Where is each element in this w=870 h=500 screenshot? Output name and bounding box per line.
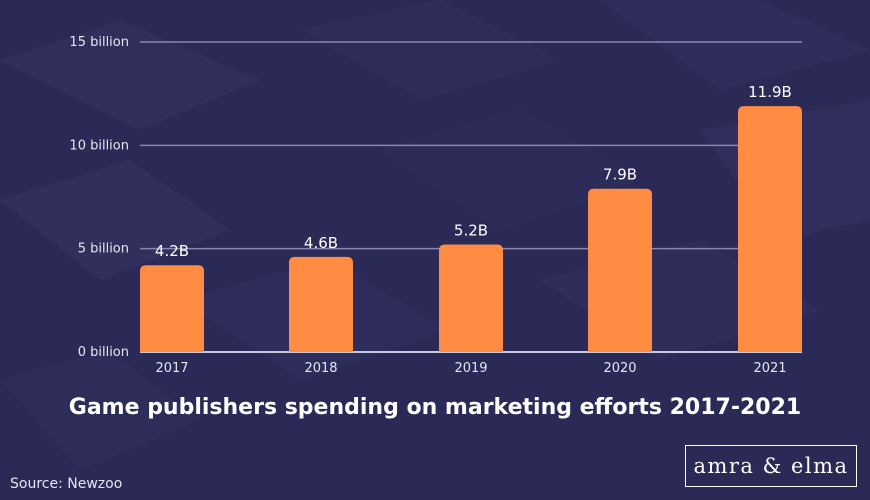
data-label: 4.6B	[304, 234, 338, 252]
y-tick-label: 15 billion	[69, 35, 129, 50]
brand-logo-text: amra & elma	[693, 454, 849, 478]
bar	[738, 106, 802, 352]
source-text: Source: Newzoo	[10, 476, 123, 492]
data-label: 5.2B	[454, 222, 488, 240]
data-label: 4.2B	[155, 242, 189, 260]
y-tick-label: 10 billion	[69, 138, 129, 153]
bar	[289, 256, 353, 352]
bar	[588, 188, 652, 352]
y-tick-label: 0 billion	[78, 345, 129, 360]
chart-title: Game publishers spending on marketing ef…	[68, 395, 802, 420]
x-category-label: 2020	[603, 361, 636, 376]
x-category-label: 2019	[454, 361, 487, 376]
brand-logo: amra & elma	[685, 445, 857, 487]
bar-chart: 0 billion 5 billion 10 billion 15 billion 4.…	[69, 35, 802, 376]
x-category-label: 2021	[753, 361, 786, 376]
x-category-label: 2018	[304, 361, 337, 376]
data-label: 11.9B	[748, 83, 792, 101]
bar	[140, 265, 204, 352]
y-tick-label: 5 billion	[78, 242, 129, 257]
bar	[439, 244, 503, 352]
data-label: 7.9B	[603, 166, 637, 184]
x-category-label: 2017	[155, 361, 188, 376]
